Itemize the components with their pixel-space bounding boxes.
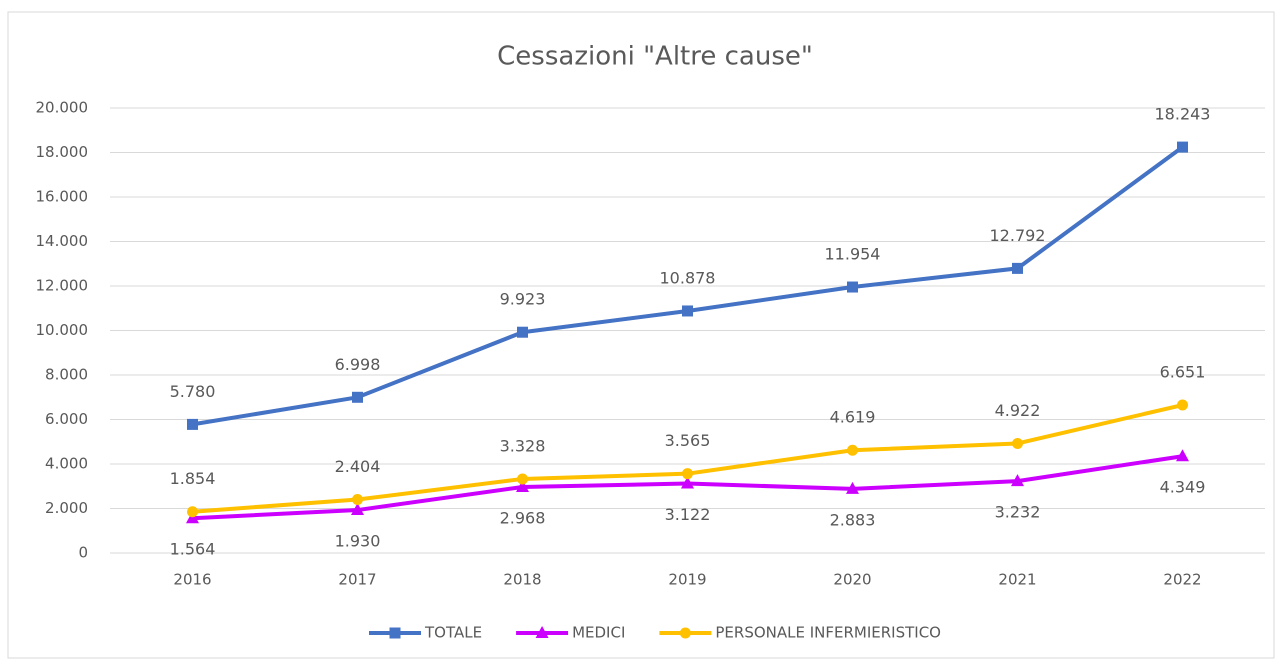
x-tick-label: 2018 bbox=[503, 571, 541, 589]
y-tick-label: 18.000 bbox=[36, 143, 89, 161]
data-label: 3.565 bbox=[665, 431, 711, 450]
marker bbox=[1012, 437, 1023, 449]
data-label: 3.122 bbox=[665, 505, 711, 524]
data-label: 3.328 bbox=[500, 436, 546, 455]
marker bbox=[682, 468, 693, 480]
data-label: 18.243 bbox=[1155, 105, 1211, 124]
legend: TOTALE MEDICI PERSONALE INFERMIERISTICO bbox=[369, 624, 941, 642]
legend-label: PERSONALE INFERMIERISTICO bbox=[715, 624, 941, 642]
marker bbox=[847, 281, 858, 293]
legend-item: TOTALE bbox=[369, 624, 482, 642]
marker bbox=[1176, 449, 1189, 462]
marker bbox=[847, 444, 858, 456]
legend-label: TOTALE bbox=[424, 624, 482, 642]
marker bbox=[352, 391, 363, 403]
marker bbox=[517, 473, 528, 485]
marker bbox=[682, 305, 693, 317]
y-tick-label: 12.000 bbox=[36, 277, 89, 295]
y-tick-label: 6.000 bbox=[45, 410, 88, 428]
data-label: 10.878 bbox=[660, 268, 716, 287]
data-label: 4.922 bbox=[995, 401, 1041, 420]
chart-title: Cessazioni "Altre cause" bbox=[497, 42, 813, 72]
data-label: 4.619 bbox=[830, 408, 876, 427]
data-label: 1.930 bbox=[335, 532, 381, 551]
data-label: 4.349 bbox=[1160, 478, 1206, 497]
data-label: 2.883 bbox=[830, 510, 876, 529]
data-label: 6.651 bbox=[1160, 363, 1206, 382]
data-label: 2.968 bbox=[500, 508, 546, 527]
marker bbox=[681, 476, 694, 489]
marker bbox=[517, 326, 528, 338]
x-tick-label: 2021 bbox=[998, 571, 1036, 589]
x-tick-label: 2022 bbox=[1163, 571, 1201, 589]
marker bbox=[846, 481, 859, 494]
marker bbox=[187, 506, 198, 518]
data-label: 1.854 bbox=[170, 469, 216, 488]
x-tick-label: 2017 bbox=[338, 571, 376, 589]
marker bbox=[351, 503, 364, 516]
marker bbox=[535, 626, 549, 638]
marker bbox=[352, 494, 363, 506]
x-tick-label: 2020 bbox=[833, 571, 871, 589]
y-tick-label: 20.000 bbox=[36, 99, 89, 117]
y-tick-label: 14.000 bbox=[36, 232, 89, 250]
data-label: 1.564 bbox=[170, 540, 216, 559]
chart-frame bbox=[7, 11, 1275, 659]
y-tick-label: 8.000 bbox=[45, 366, 88, 384]
y-tick-label: 0 bbox=[78, 544, 88, 562]
data-label: 2.404 bbox=[335, 457, 381, 476]
legend-item: PERSONALE INFERMIERISTICO bbox=[659, 624, 941, 642]
marker bbox=[1012, 262, 1023, 274]
data-label: 11.954 bbox=[825, 245, 881, 264]
marker bbox=[679, 627, 691, 639]
x-tick-label: 2019 bbox=[668, 571, 706, 589]
data-label: 6.998 bbox=[335, 355, 381, 374]
y-tick-label: 4.000 bbox=[45, 455, 88, 473]
legend-label: MEDICI bbox=[572, 624, 625, 642]
y-tick-label: 2.000 bbox=[45, 499, 88, 517]
data-label: 9.923 bbox=[500, 290, 546, 309]
x-tick-label: 2016 bbox=[173, 571, 211, 589]
data-label: 3.232 bbox=[995, 503, 1041, 522]
y-tick-label: 10.000 bbox=[36, 321, 89, 339]
marker bbox=[389, 627, 401, 639]
y-tick-label: 16.000 bbox=[36, 188, 89, 206]
data-label: 12.792 bbox=[990, 226, 1046, 245]
marker bbox=[516, 479, 529, 492]
legend-item: MEDICI bbox=[516, 624, 625, 642]
marker bbox=[1177, 141, 1188, 153]
data-label: 5.780 bbox=[170, 382, 216, 401]
marker bbox=[1011, 474, 1024, 487]
marker bbox=[187, 418, 198, 430]
marker bbox=[1177, 399, 1188, 411]
